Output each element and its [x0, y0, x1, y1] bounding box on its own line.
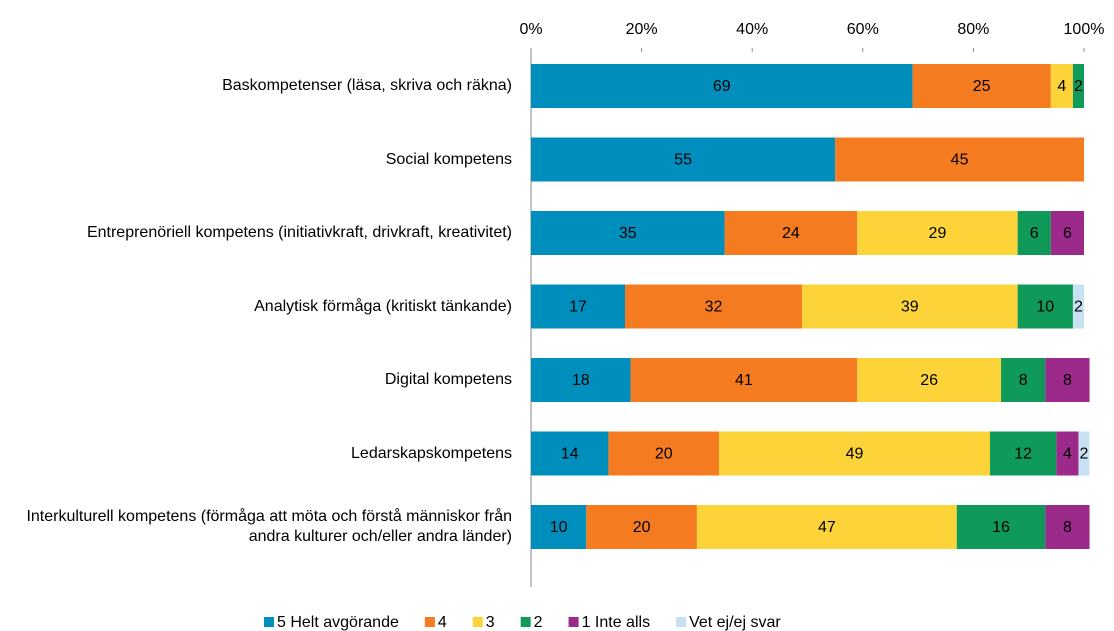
bar-segment [801, 284, 1018, 329]
data-label: 25 [973, 78, 991, 95]
category-label: Social kompetens [385, 150, 512, 168]
data-label: 6 [1063, 225, 1072, 242]
data-label: 17 [569, 299, 587, 316]
bar-segment [625, 284, 802, 329]
data-label: 26 [920, 372, 938, 389]
bar-segment [531, 284, 626, 329]
bar-segment [719, 431, 990, 476]
data-label: 14 [561, 446, 579, 463]
bar-segment [835, 137, 1084, 182]
bar-segment [696, 505, 957, 549]
data-label: 39 [901, 299, 919, 316]
x-tick-label: 20% [626, 21, 658, 38]
bar-segment [531, 358, 631, 402]
legend-swatch [264, 617, 274, 627]
category-label: Analytisk förmåga (kritiskt tänkande) [254, 297, 512, 315]
bar-segment [1072, 284, 1084, 329]
data-label: 18 [572, 372, 590, 389]
bar-segment [1050, 64, 1073, 108]
bar-segment [857, 358, 1002, 402]
legend-label: 2 [534, 614, 543, 631]
data-label: 8 [1063, 372, 1072, 389]
data-label: 2 [1074, 299, 1083, 316]
bar-segment [531, 64, 913, 108]
legend-label: 3 [486, 614, 495, 631]
data-label: 2 [1080, 446, 1089, 463]
bar-segment [630, 358, 858, 402]
legend-swatch [568, 617, 579, 627]
category-label: Ledarskapskompetens [351, 444, 512, 462]
data-label: 16 [992, 519, 1010, 536]
data-label: 6 [1030, 225, 1039, 242]
data-label: 2 [1074, 78, 1083, 95]
data-label: 69 [713, 78, 731, 95]
data-label: 55 [674, 152, 692, 169]
bar-segment [586, 505, 697, 549]
legend-swatch [424, 617, 435, 627]
data-label: 8 [1019, 372, 1028, 389]
bar-segment [989, 431, 1057, 476]
data-label: 4 [1057, 78, 1066, 95]
category-label: Interkulturell kompetens (förmåga att mö… [26, 508, 512, 545]
data-label: 32 [705, 299, 723, 316]
legend-swatch [472, 617, 483, 627]
legend-swatch [520, 617, 531, 627]
category-label: Baskompetenser (läsa, skriva och räkna) [222, 77, 512, 94]
data-label: 47 [818, 519, 836, 536]
data-label: 10 [1036, 299, 1054, 316]
bar-segment [531, 431, 609, 476]
bar-segment [1056, 431, 1079, 476]
bar-segment [912, 64, 1051, 108]
data-label: 24 [782, 225, 800, 242]
category-label: Entreprenöriell kompetens (initiativkraf… [86, 224, 512, 241]
legend-label: 5 Helt avgörande [277, 614, 399, 631]
x-tick-label: 100% [1064, 21, 1105, 38]
data-label: 49 [846, 446, 864, 463]
data-label: 12 [1014, 446, 1032, 463]
bar-segment [857, 211, 1018, 255]
data-label: 35 [619, 225, 637, 242]
x-tick-label: 60% [847, 21, 879, 38]
bar-segment [724, 211, 858, 255]
bar-segment [956, 505, 1046, 549]
bar-segment [1072, 64, 1084, 108]
legend-swatch [676, 617, 687, 627]
bar-segment [531, 505, 587, 549]
data-label: 20 [655, 446, 673, 463]
legend-label: Vet ej/ej svar [689, 614, 781, 631]
legend-label: 4 [438, 614, 447, 631]
data-label: 20 [633, 519, 651, 536]
data-label: 41 [735, 372, 753, 389]
data-label: 45 [951, 152, 969, 169]
bar-segment [1045, 505, 1090, 549]
category-label: Digital kompetens [384, 371, 512, 388]
x-tick-label: 0% [519, 21, 542, 38]
legend-label: 1 Inte alls [582, 614, 650, 631]
bar-segment [531, 137, 836, 182]
bar-segment [1001, 358, 1046, 402]
data-label: 8 [1063, 519, 1072, 536]
bar-segment [1045, 358, 1090, 402]
data-label: 10 [550, 519, 568, 536]
x-tick-label: 80% [957, 21, 989, 38]
data-label: 29 [929, 225, 947, 242]
data-label: 4 [1063, 446, 1072, 463]
bar-segment [1050, 211, 1084, 255]
bar-segment [531, 211, 725, 255]
bar-segment [1017, 211, 1051, 255]
x-tick-label: 40% [736, 21, 768, 38]
bar-segment [1017, 284, 1073, 329]
bar-segment [1078, 431, 1090, 476]
bar-segment [608, 431, 720, 476]
